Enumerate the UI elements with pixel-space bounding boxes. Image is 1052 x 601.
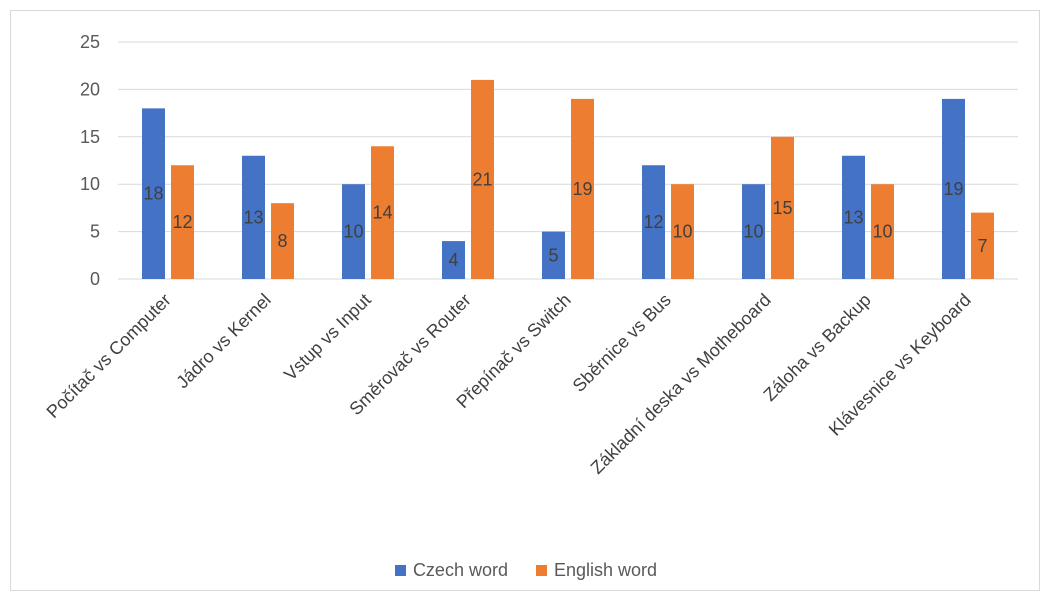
x-category-label: Sběrnice vs Bus [569,290,675,396]
legend-swatch [536,565,547,576]
x-category-label: Přepínač vs Switch [452,290,574,412]
y-axis-tick-labels: 0 5 10 15 20 25 [80,32,100,289]
y-tick-label: 0 [90,269,100,289]
legend-label: English word [554,560,657,581]
data-label: 10 [672,222,692,242]
legend-label: Czech word [413,560,508,581]
legend-item: English word [536,560,657,581]
y-tick-label: 15 [80,127,100,147]
data-label: 5 [548,245,558,265]
data-label: 21 [472,169,492,189]
x-category-label: Základní deska vs Motheboard [587,290,775,478]
data-label: 19 [943,179,963,199]
y-tick-label: 25 [80,32,100,52]
y-tick-label: 20 [80,79,100,99]
y-tick-label: 10 [80,174,100,194]
data-label: 10 [872,222,892,242]
bars [142,80,994,279]
x-category-label: Vstup vs Input [280,290,375,385]
data-label: 4 [448,250,458,270]
data-label: 13 [843,207,863,227]
data-label: 7 [977,236,987,256]
data-label: 10 [743,222,763,242]
data-label: 14 [372,203,392,223]
legend-swatch [395,565,406,576]
data-label: 12 [643,212,663,232]
data-label: 18 [143,184,163,204]
x-category-label: Záloha vs Backup [760,290,875,405]
data-label: 19 [572,179,592,199]
data-label: 15 [772,198,792,218]
y-tick-label: 5 [90,222,100,242]
data-label: 8 [277,231,287,251]
x-category-label: Počítač vs Computer [43,290,175,422]
legend-item: Czech word [395,560,508,581]
data-label: 10 [343,222,363,242]
legend: Czech word English word [0,558,1052,582]
data-label: 13 [243,207,263,227]
data-label: 12 [172,212,192,232]
x-category-label: Jádro vs Kernel [172,290,275,393]
